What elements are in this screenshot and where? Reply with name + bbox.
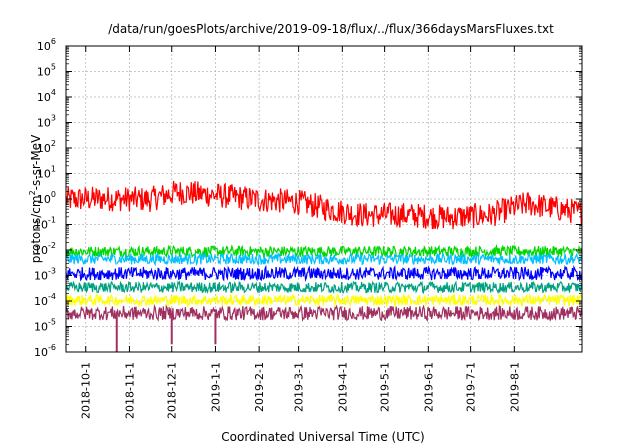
- x-tick-label: 2019-3-1: [293, 362, 306, 412]
- y-tick-label: 10-2: [34, 241, 56, 257]
- y-tick-label: 10-1: [34, 216, 56, 232]
- y-axis-label-sup: 2: [28, 190, 37, 195]
- y-tick-base: 10: [37, 40, 51, 53]
- y-tick-exp: -5: [48, 318, 56, 327]
- series-line: [65, 243, 583, 259]
- y-tick-label: 10-6: [34, 343, 56, 359]
- y-tick-label: 106: [37, 37, 56, 53]
- x-tick-label: 2019-1-1: [209, 362, 222, 412]
- series-line: [65, 264, 583, 282]
- series-0: [65, 180, 583, 231]
- series-line: [65, 292, 583, 308]
- y-tick-exp: -2: [48, 241, 56, 250]
- series-line: [65, 280, 583, 295]
- y-tick-exp: 1: [51, 165, 56, 174]
- x-tick-label: 2019-5-1: [379, 362, 392, 412]
- y-tick-base: 10: [34, 219, 48, 232]
- y-tick-base: 10: [34, 270, 48, 283]
- y-tick-label: 105: [37, 63, 56, 79]
- y-axis-label-base: protons/cm: [29, 195, 43, 263]
- x-tick-label: 2019-6-1: [422, 362, 435, 412]
- series-6: [65, 292, 583, 308]
- x-tick-label: 2018-11-1: [123, 362, 136, 419]
- y-tick-label: 10-4: [34, 292, 56, 308]
- y-tick-base: 10: [34, 295, 48, 308]
- x-axis-ticks: 2018-10-1 2018-11-1 2018-12-1 2019-1-1 2019-…: [80, 46, 521, 419]
- y-tick-label: 103: [37, 114, 56, 130]
- y-tick-label: 10-5: [34, 318, 56, 334]
- series-line: [65, 303, 583, 323]
- series-line: [65, 251, 583, 267]
- y-tick-base: 10: [34, 244, 48, 257]
- y-tick-exp: 2: [51, 139, 56, 148]
- y-tick-label: 101: [37, 165, 56, 181]
- series-1: [65, 243, 583, 259]
- y-tick-label: 10-3: [34, 267, 56, 283]
- x-tick-label: 2018-12-1: [166, 362, 179, 419]
- x-tick-label: 2019-7-1: [465, 362, 478, 412]
- y-tick-label: 104: [37, 88, 56, 104]
- x-axis-label: Coordinated Universal Time (UTC): [221, 430, 424, 444]
- y-axis-label: protons/cm2-s-sr-MeV: [28, 134, 43, 263]
- y-tick-exp: -4: [48, 292, 56, 301]
- y-tick-label: 100: [37, 190, 56, 206]
- y-tick-exp: -6: [48, 343, 56, 352]
- y-tick-exp: 6: [51, 37, 56, 46]
- y-tick-base: 10: [37, 142, 51, 155]
- chart-title: /data/run/goesPlots/archive/2019-09-18/f…: [108, 22, 554, 36]
- y-tick-base: 10: [37, 66, 51, 79]
- y-tick-base: 10: [37, 117, 51, 130]
- y-axis-label-rest: -s-sr-MeV: [29, 134, 43, 190]
- series-7: [65, 303, 583, 352]
- series-5: [65, 280, 583, 295]
- y-tick-exp: 5: [51, 63, 56, 72]
- x-tick-label: 2019-4-1: [336, 362, 349, 412]
- series-group: [65, 180, 583, 352]
- series-4: [65, 264, 583, 282]
- y-tick-base: 10: [37, 168, 51, 181]
- y-tick-base: 10: [34, 321, 48, 334]
- y-tick-base: 10: [37, 193, 51, 206]
- y-tick-base: 10: [34, 346, 48, 359]
- series-2: [65, 251, 583, 267]
- y-tick-exp: 4: [51, 88, 56, 97]
- y-axis-ticks: 10-610-510-410-310-210-11001011021031041…: [34, 37, 582, 359]
- x-tick-label: 2019-2-1: [253, 362, 266, 412]
- y-tick-label: 102: [37, 139, 56, 155]
- y-tick-base: 10: [37, 91, 51, 104]
- series-line: [65, 180, 583, 231]
- x-tick-label: 2019-8-1: [508, 362, 521, 412]
- x-tick-label: 2018-10-1: [80, 362, 93, 419]
- y-tick-exp: -1: [48, 216, 56, 225]
- grid-lines: [66, 46, 582, 352]
- y-tick-exp: 0: [51, 190, 56, 199]
- y-tick-exp: -3: [48, 267, 56, 276]
- y-tick-exp: 3: [51, 114, 56, 123]
